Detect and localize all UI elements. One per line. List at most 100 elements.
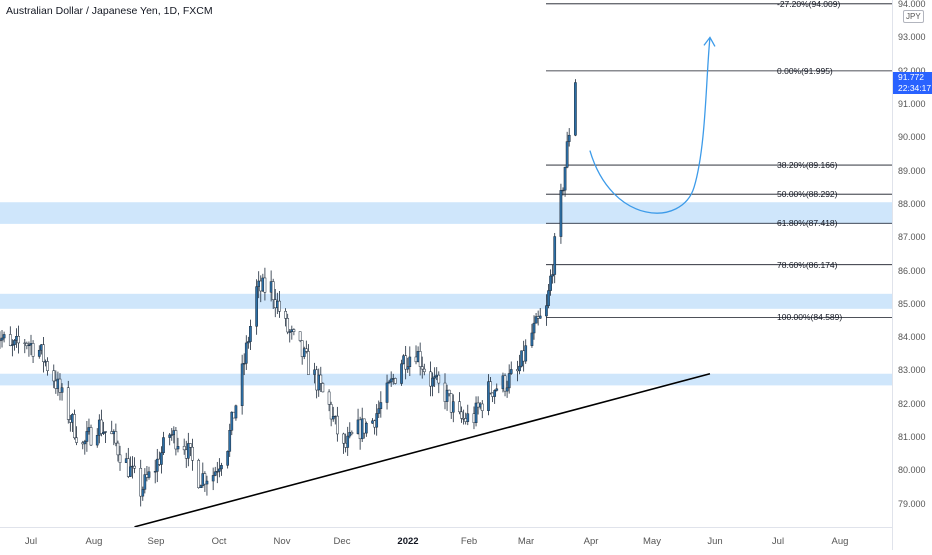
zone-band [0, 373, 892, 386]
candle-body [480, 403, 484, 411]
candle-body [495, 388, 499, 391]
candle-body [2, 334, 6, 339]
candle-body [530, 332, 534, 346]
price-tick-label: 85.000 [898, 298, 926, 309]
candle-body [418, 351, 422, 367]
candle-body [389, 378, 393, 383]
candle-body [549, 275, 552, 291]
candle-body [114, 431, 118, 444]
candle-body [489, 381, 492, 394]
candle-body [302, 348, 306, 357]
candle-body [503, 375, 507, 392]
candle-body [278, 300, 281, 312]
zone-band [0, 293, 892, 309]
candle-body [0, 337, 4, 341]
candle-body [298, 331, 302, 341]
candle-body [422, 368, 426, 373]
fib-label: 0.00%(91.995) [777, 65, 833, 76]
candle-body [147, 471, 151, 478]
candle-body [507, 373, 511, 389]
candle-body [8, 334, 12, 346]
candle-body [387, 381, 391, 384]
candle-body [420, 366, 424, 370]
candle-body [460, 411, 463, 419]
candle-body [247, 341, 250, 344]
candle-body [102, 432, 105, 434]
candle-body [547, 290, 550, 306]
candle-body [83, 441, 87, 445]
candle-body [551, 274, 554, 277]
fib-label: 78.60%(86.174) [777, 259, 838, 270]
fib-label: 50.00%(88.292) [777, 189, 838, 200]
candle-body [95, 435, 99, 446]
candle-body [271, 281, 275, 300]
candle-body [197, 460, 201, 489]
candle-body [307, 351, 310, 375]
candle-body [284, 311, 287, 319]
last-price-value: 91.772 [898, 72, 924, 82]
fib-label: 61.80%(87.418) [777, 218, 838, 229]
candle-body [211, 475, 215, 482]
price-tick-label: 93.000 [898, 32, 926, 43]
candle-body [174, 430, 178, 450]
fib-label: -27.20%(94.009) [777, 0, 841, 9]
candle-body [393, 378, 397, 384]
candle-body [189, 443, 192, 448]
candle-body [218, 468, 221, 472]
candle-body [377, 408, 381, 414]
candle-body [100, 419, 103, 434]
candle-body [400, 363, 403, 384]
candle-body [319, 374, 323, 384]
candle-body [458, 401, 461, 413]
candle-body [0, 339, 2, 342]
candle-body [116, 442, 120, 456]
candle-body [52, 370, 56, 382]
candle-body [342, 433, 345, 444]
candle-body [255, 286, 258, 327]
price-tick-label: 89.000 [898, 165, 926, 176]
candle-body [451, 401, 455, 413]
candle-body [408, 356, 412, 367]
candle-body [263, 277, 267, 293]
candle-body [346, 435, 350, 448]
candle-body [176, 446, 180, 450]
candle-body [203, 473, 207, 485]
candle-body [304, 348, 308, 352]
time-tick-label: Mar [517, 536, 535, 547]
candle-body [160, 452, 163, 465]
time-tick-label: Jun [707, 536, 723, 547]
candle-body [385, 382, 389, 403]
fib-label: 38.20%(89.166) [777, 160, 838, 171]
candle-body [545, 305, 548, 317]
price-tick-label: 88.000 [898, 198, 926, 209]
time-tick-label: Oct [211, 536, 227, 547]
candle-body [364, 422, 368, 434]
projection-arrow [589, 37, 711, 214]
price-tick-label: 84.000 [898, 332, 926, 343]
candle-body [404, 355, 408, 370]
candle-body [143, 474, 147, 490]
candle-body [155, 458, 159, 472]
candle-body [25, 343, 29, 347]
candle-body [559, 190, 563, 237]
time-tick-label: Feb [460, 536, 478, 547]
fib-label: 100.00%(84.589) [777, 312, 843, 323]
candle-body [375, 413, 379, 428]
candle-body [66, 387, 70, 420]
candle-body [191, 446, 194, 461]
price-tick-label: 94.000 [898, 0, 926, 10]
candle-body [220, 465, 223, 470]
candle-body [199, 485, 203, 489]
price-tick-label: 81.000 [898, 432, 926, 442]
candle-body [487, 381, 490, 411]
candle-body [437, 374, 441, 384]
candle-body [431, 377, 434, 387]
candle-body [474, 402, 478, 423]
currency-label[interactable]: JPY [903, 10, 924, 23]
candle-body [234, 405, 238, 419]
candle-body [406, 366, 410, 370]
time-tick-label: Jul [771, 536, 785, 547]
candle-body [213, 471, 217, 476]
candle-body [350, 432, 354, 435]
candle-body [538, 315, 542, 319]
